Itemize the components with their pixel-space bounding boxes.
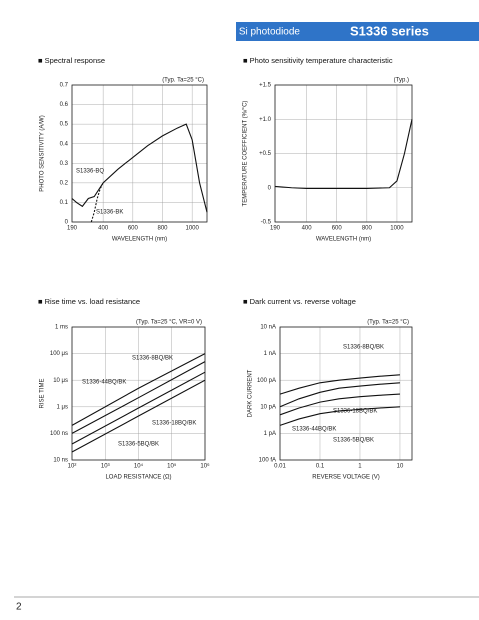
y-tick-label: 10 ns: [53, 458, 68, 464]
plot-frame: [279, 326, 413, 461]
x-tick-label: 1: [358, 464, 362, 470]
x-tick-label: 10⁵: [167, 463, 177, 470]
y-tick-label: 1 nA: [264, 351, 276, 357]
y-axis-label: DARK CURRENT: [248, 369, 254, 417]
y-tick-label: 100 μs: [50, 351, 68, 357]
y-tick-label: +1.0: [259, 117, 272, 123]
series-line: [279, 406, 400, 426]
annotation: (Typ.): [394, 78, 409, 84]
chart-title: ■ Rise time vs. load resistance: [38, 297, 140, 306]
y-tick-label: 10 pA: [260, 404, 276, 410]
y-axis-label: TEMPERATURE COEFFICIENT (%/°C): [243, 101, 249, 207]
y-tick-label: 1 pA: [264, 431, 276, 437]
x-tick-label: 800: [362, 226, 373, 232]
y-tick-label: 0.5: [60, 122, 69, 128]
series-line: [279, 393, 400, 416]
x-tick-label: 0.1: [316, 464, 325, 470]
series-label: S1336-BQ: [76, 169, 104, 175]
plot-frame: [71, 326, 206, 461]
y-tick-label: 0.4: [60, 141, 69, 147]
series-label: S1336-8BQ/BK: [343, 345, 384, 351]
series-line: [71, 371, 206, 445]
y-tick-label: 1 μs: [57, 404, 68, 410]
x-tick-label: 600: [332, 226, 343, 232]
series-line: [279, 382, 401, 408]
x-axis-label: REVERSE VOLTAGE (V): [312, 475, 379, 481]
y-tick-label: 0.7: [60, 83, 69, 89]
y-tick-label: 10 nA: [260, 325, 276, 331]
header-series: S1336 series: [350, 23, 429, 38]
x-tick-label: 10⁶: [200, 463, 210, 470]
y-axis-label: PHOTO SENSITIVITY (A/W): [40, 115, 46, 191]
y-tick-label: -0.5: [261, 220, 272, 226]
plot-frame: [274, 84, 413, 223]
y-tick-label: 1 ms: [55, 325, 68, 331]
series-label: S1336-5BQ/BK: [333, 438, 374, 444]
y-tick-label: 0: [268, 185, 272, 191]
x-tick-label: 190: [67, 226, 78, 232]
x-tick-label: 10²: [68, 464, 77, 470]
x-tick-label: 0.01: [274, 464, 286, 470]
y-tick-label: 0.1: [60, 200, 69, 206]
x-axis-label: WAVELENGTH (nm): [316, 237, 371, 243]
header-bar: [236, 22, 479, 41]
series-label: S1336-44BQ/BK: [82, 380, 126, 386]
x-tick-label: 400: [302, 226, 313, 232]
x-axis-label: LOAD RESISTANCE (Ω): [105, 475, 171, 481]
series-line: [71, 123, 208, 213]
series-line: [71, 361, 206, 434]
series-line: [90, 182, 104, 223]
series-label: S1336-8BQ/BK: [132, 356, 173, 362]
page-number: 2: [16, 602, 22, 613]
chart-title: ■ Dark current vs. reverse voltage: [243, 297, 356, 306]
y-tick-label: 0.3: [60, 161, 69, 167]
series-line: [274, 119, 413, 189]
x-tick-label: 190: [270, 226, 281, 232]
y-tick-label: 100 pA: [257, 378, 276, 384]
chart-title: ■ Spectral response: [38, 56, 105, 65]
plot-frame: [71, 84, 208, 223]
series-line: [71, 379, 206, 453]
y-tick-label: 100 ns: [50, 431, 68, 437]
x-tick-label: 10⁴: [134, 463, 144, 470]
series-line: [71, 353, 206, 426]
x-tick-label: 1000: [185, 226, 199, 232]
series-label: S1336-18BQ/BK: [152, 421, 196, 427]
series-label: S1336-5BQ/BK: [118, 442, 159, 448]
y-tick-label: +1.5: [259, 83, 272, 89]
series-label: S1336-18BQ/BK: [333, 409, 377, 415]
series-label: S1336-44BQ/BK: [292, 427, 336, 433]
annotation: (Typ. Ta=25 °C): [162, 78, 204, 84]
y-tick-label: 100 fA: [259, 458, 276, 464]
y-tick-label: 0: [65, 220, 69, 226]
y-tick-label: +0.5: [259, 151, 272, 157]
annotation: (Typ. Ta=25 °C, VR=0 V): [136, 320, 202, 326]
y-axis-label: RISE TIME: [40, 379, 46, 409]
x-tick-label: 10: [397, 464, 404, 470]
y-tick-label: 0.6: [60, 102, 69, 108]
x-tick-label: 800: [157, 226, 168, 232]
x-tick-label: 10³: [101, 464, 110, 470]
annotation: (Typ. Ta=25 °C): [367, 320, 409, 326]
series-label: S1336-BK: [96, 210, 123, 216]
header-product-type: Si photodiode: [239, 27, 301, 38]
x-tick-label: 600: [128, 226, 139, 232]
x-tick-label: 1000: [390, 226, 404, 232]
series-line: [279, 374, 401, 395]
x-axis-label: WAVELENGTH (nm): [112, 237, 167, 243]
y-tick-label: 0.2: [60, 180, 69, 186]
x-tick-label: 400: [98, 226, 109, 232]
chart-title: ■ Photo sensitivity temperature characte…: [243, 56, 393, 65]
y-tick-label: 10 μs: [53, 378, 68, 384]
